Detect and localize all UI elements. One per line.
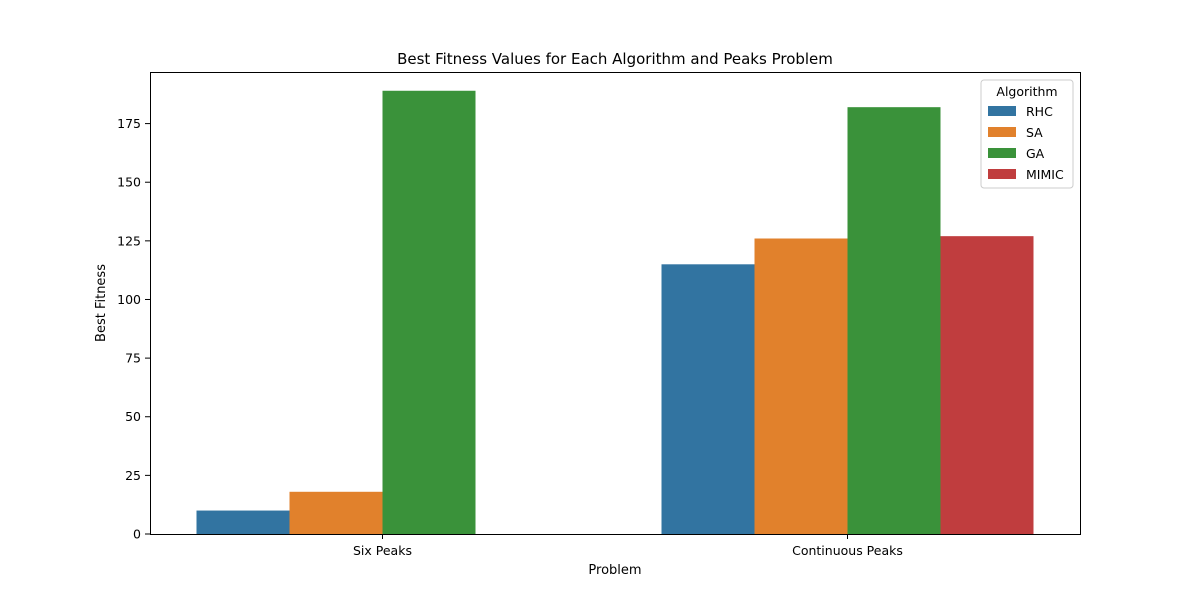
bar-sa-continuous-peaks — [754, 238, 848, 534]
y-tick-label: 25 — [125, 468, 141, 483]
y-tick-label: 75 — [125, 351, 141, 366]
y-tick-label: 150 — [117, 175, 141, 190]
x-axis-label: Problem — [588, 563, 641, 578]
legend-swatch-rhc — [988, 106, 1016, 116]
plot-frame — [150, 72, 1081, 535]
bar-rhc-continuous-peaks — [661, 264, 755, 534]
legend-swatch-sa — [988, 127, 1016, 137]
legend-label-sa: SA — [1026, 125, 1043, 140]
bar-sa-six-peaks — [289, 491, 383, 534]
y-tick-label: 175 — [117, 116, 141, 131]
y-tick-label: 50 — [125, 409, 141, 424]
x-tick-label: Six Peaks — [353, 543, 412, 558]
legend-label-ga: GA — [1026, 146, 1045, 161]
x-tick-label: Continuous Peaks — [792, 543, 903, 558]
bar-mimic-continuous-peaks — [940, 236, 1034, 535]
legend-label-rhc: RHC — [1026, 104, 1053, 119]
legend: Algorithm RHC SA GA MIMIC — [980, 79, 1074, 189]
legend-swatch-mimic — [988, 169, 1016, 179]
bars-group — [196, 90, 1034, 535]
chart-title: Best Fitness Values for Each Algorithm a… — [397, 50, 833, 68]
y-axis-label: Best Fitness — [94, 264, 109, 342]
x-axis: Six Peaks Continuous Peaks — [353, 534, 903, 558]
bar-ga-six-peaks — [382, 90, 476, 535]
bar-ga-continuous-peaks — [847, 107, 941, 534]
legend-title: Algorithm — [996, 84, 1057, 99]
y-tick-label: 0 — [133, 527, 141, 542]
y-tick-label: 100 — [117, 292, 141, 307]
legend-label-mimic: MIMIC — [1026, 167, 1064, 182]
y-tick-label: 125 — [117, 233, 141, 248]
y-axis: 0 25 50 75 100 125 150 175 — [117, 116, 150, 542]
legend-swatch-ga — [988, 148, 1016, 158]
bar-rhc-six-peaks — [196, 510, 290, 534]
